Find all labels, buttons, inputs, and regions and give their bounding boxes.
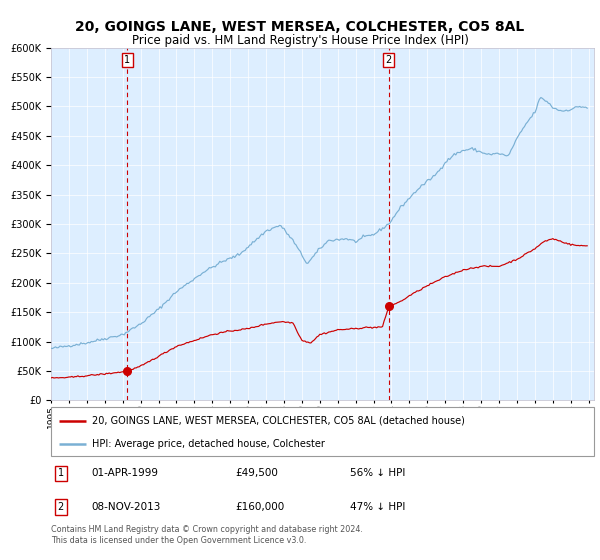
Text: Price paid vs. HM Land Registry's House Price Index (HPI): Price paid vs. HM Land Registry's House …: [131, 34, 469, 46]
Text: HPI: Average price, detached house, Colchester: HPI: Average price, detached house, Colc…: [92, 439, 325, 449]
Text: 2: 2: [58, 502, 64, 512]
Text: £160,000: £160,000: [236, 502, 285, 512]
Text: 20, GOINGS LANE, WEST MERSEA, COLCHESTER, CO5 8AL: 20, GOINGS LANE, WEST MERSEA, COLCHESTER…: [76, 20, 524, 34]
Text: 1: 1: [124, 55, 130, 65]
Text: 56% ↓ HPI: 56% ↓ HPI: [350, 468, 405, 478]
Text: 20, GOINGS LANE, WEST MERSEA, COLCHESTER, CO5 8AL (detached house): 20, GOINGS LANE, WEST MERSEA, COLCHESTER…: [92, 416, 464, 426]
Text: 08-NOV-2013: 08-NOV-2013: [92, 502, 161, 512]
FancyBboxPatch shape: [51, 407, 594, 456]
Text: 1: 1: [58, 468, 64, 478]
Text: £49,500: £49,500: [236, 468, 278, 478]
Text: 47% ↓ HPI: 47% ↓ HPI: [350, 502, 405, 512]
Text: 2: 2: [386, 55, 392, 65]
Text: 01-APR-1999: 01-APR-1999: [92, 468, 159, 478]
Text: Contains HM Land Registry data © Crown copyright and database right 2024.
This d: Contains HM Land Registry data © Crown c…: [51, 525, 363, 545]
